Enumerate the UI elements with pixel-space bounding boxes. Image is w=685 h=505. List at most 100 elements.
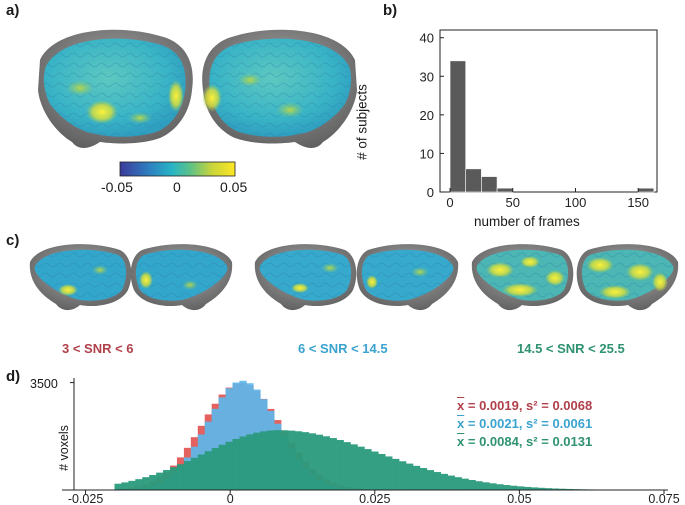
distribution-bin — [489, 483, 497, 490]
histogram-ytick-label: 20 — [420, 108, 434, 123]
distribution-bin — [336, 440, 344, 490]
snr-label-low: 3 < SNR < 6 — [62, 341, 134, 356]
distribution-bin — [350, 444, 358, 490]
voxel-xtick-label: 0 — [227, 492, 234, 505]
stat-line-low: x = 0.0019, s² = 0.0068 — [457, 398, 593, 413]
distribution-bin — [232, 382, 240, 490]
distribution-bin — [308, 433, 317, 490]
colorbar-tick-min: -0.05 — [101, 179, 133, 195]
distribution-bin — [156, 472, 164, 490]
distribution-bin — [135, 479, 143, 490]
distribution-bin — [267, 430, 275, 490]
distribution-bin — [218, 444, 226, 490]
distribution-bin — [114, 483, 122, 490]
distribution-bin — [183, 461, 192, 490]
distribution-bin — [246, 434, 254, 490]
brain-pair-low-snr — [29, 244, 233, 311]
distribution-bin — [468, 479, 476, 490]
snr-label-mid: 6 < SNR < 14.5 — [298, 341, 388, 356]
brain-pair-mid-snr — [254, 244, 459, 311]
distribution-bin — [517, 486, 525, 490]
distribution-bin — [176, 464, 185, 490]
histogram-bar — [449, 60, 467, 193]
distribution-bin — [558, 488, 566, 490]
distribution-bin — [412, 465, 421, 490]
distribution-bin — [274, 430, 282, 490]
distribution-bin — [315, 434, 324, 490]
distribution-bin — [510, 485, 518, 490]
distribution-bin — [301, 432, 310, 490]
histogram-ytick-label: 10 — [420, 146, 434, 161]
stat-line-high: x = 0.0084, s² = 0.0131 — [457, 434, 593, 449]
distribution-bin — [343, 442, 351, 490]
distribution-bin — [329, 438, 337, 490]
distribution-bin — [322, 436, 330, 490]
histogram-xtick-label: 100 — [565, 195, 587, 210]
panel-label-d: d) — [6, 368, 21, 385]
distribution-bin — [440, 473, 448, 490]
distribution-bin — [239, 436, 247, 490]
distribution-bin — [447, 475, 455, 490]
distribution-bin — [385, 456, 393, 490]
histogram-ytick-label: 0 — [427, 185, 434, 200]
histogram-xtick-label: 150 — [627, 195, 649, 210]
distribution-bin — [482, 482, 490, 490]
distribution-bin — [524, 486, 532, 490]
distribution-bin — [544, 488, 553, 490]
distribution-bin — [392, 458, 400, 490]
distribution-bin — [225, 441, 233, 490]
histogram-ytick-label: 30 — [420, 69, 434, 84]
distribution-bin — [170, 467, 178, 490]
distribution-bin — [461, 478, 469, 490]
panel-label-a: a) — [6, 2, 20, 19]
distribution-bin — [426, 470, 435, 490]
voxel-xtick-label: 0.05 — [507, 492, 531, 505]
histogram-xtick-label: 50 — [506, 195, 520, 210]
distribution-bin — [357, 446, 365, 490]
brain-pair-high-snr — [471, 244, 679, 311]
distribution-bin — [364, 449, 372, 490]
distribution-series — [114, 430, 615, 490]
voxel-xtick-label: 0.075 — [648, 492, 679, 505]
distribution-bin — [128, 480, 136, 490]
panel-label-c: c) — [6, 232, 20, 249]
distribution-bin — [197, 454, 206, 490]
colorbar-tick-max: 0.05 — [220, 179, 248, 195]
distribution-bin — [537, 487, 546, 490]
distribution-bin — [378, 453, 386, 490]
brain-pairs-snr — [29, 244, 679, 311]
voxel-xtick-label: -0.025 — [68, 492, 103, 505]
distribution-bin — [503, 485, 511, 490]
distribution-bin — [565, 488, 573, 490]
voxel-xtick-label: 0.025 — [359, 492, 390, 505]
distribution-bin — [530, 487, 539, 490]
distribution-bin — [475, 481, 483, 490]
distribution-bin — [433, 472, 442, 490]
histogram-frame — [439, 29, 658, 193]
histogram-xtick-label: 0 — [446, 195, 453, 210]
distribution-bin — [399, 461, 407, 490]
distribution-bin — [294, 431, 303, 490]
distribution-bin — [496, 484, 504, 490]
colorbar-tick-zero: 0 — [173, 179, 181, 195]
distribution-bin — [260, 431, 268, 490]
distribution-bin — [551, 488, 560, 490]
distribution-bin — [142, 477, 150, 490]
colorbar — [119, 161, 236, 177]
distribution-bin — [454, 477, 462, 490]
voxel-ylabel: # voxels — [57, 425, 71, 471]
distribution-bin — [211, 447, 219, 490]
distribution-bin — [419, 468, 428, 490]
stat-line-mid: x = 0.0021, s² = 0.0061 — [457, 416, 593, 431]
distribution-bin — [225, 388, 233, 490]
snr-label-high: 14.5 < SNR < 25.5 — [517, 341, 625, 356]
distribution-bin — [204, 451, 212, 490]
distribution-bin — [288, 430, 296, 490]
distribution-bin — [281, 430, 289, 490]
brain-left-hemisphere — [38, 29, 193, 148]
histogram-ytick-label: 40 — [420, 31, 434, 46]
distribution-bin — [121, 482, 129, 490]
brain-right-hemisphere — [202, 29, 357, 148]
distribution-bin — [218, 397, 226, 490]
